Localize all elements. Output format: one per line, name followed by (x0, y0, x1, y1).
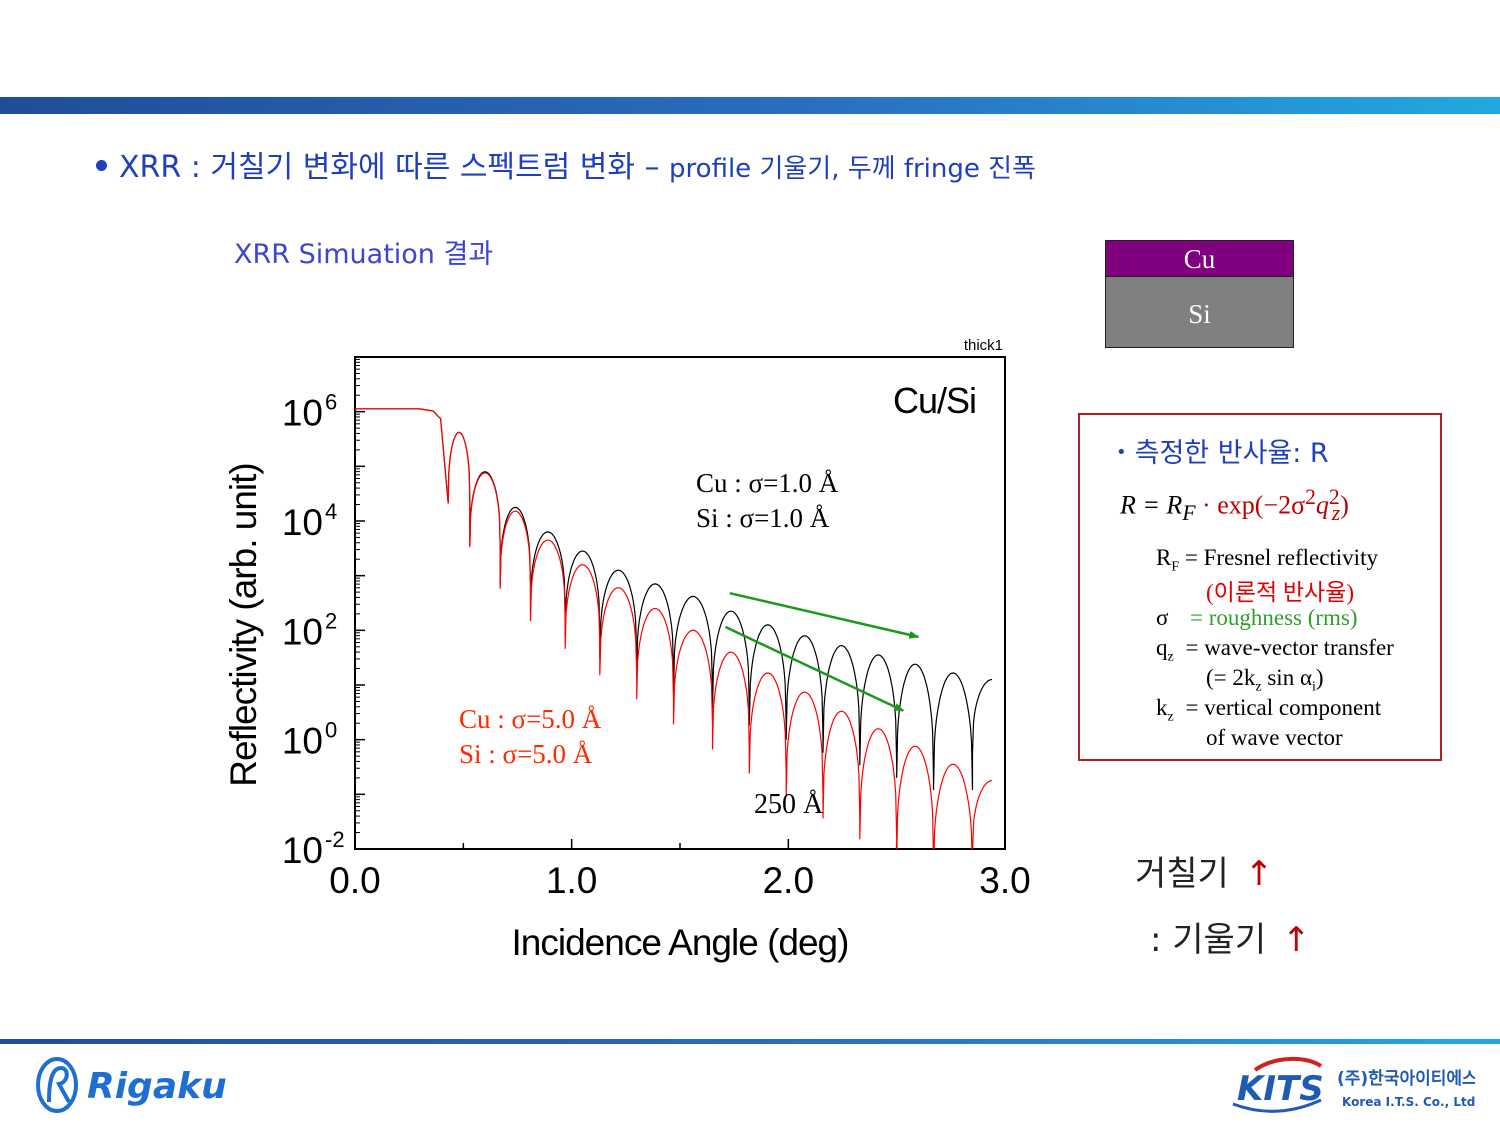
eq-q-sub: z (1331, 500, 1341, 525)
kz-note: of wave vector (1206, 725, 1343, 750)
qz-text: = wave-vector transfer (1179, 635, 1394, 660)
rf-definition: RF = Fresnel reflectivity (1156, 545, 1378, 576)
eq-lhs-sub: F (1182, 500, 1196, 525)
sigma-symbol: σ (1156, 605, 1169, 630)
series-2-label-line1: Cu : σ=5.0 Å (459, 704, 602, 734)
headline-tail: profile 기울기, 두께 fringe 진폭 (669, 154, 1036, 184)
si-layer: Si (1105, 276, 1294, 348)
rigaku-logo: Rigaku (36, 1057, 227, 1113)
x-tick-label: 0.0 (329, 860, 380, 901)
plot-frame (354, 356, 1006, 850)
kits-korean-name: (주)한국아이티에스 (1337, 1069, 1475, 1089)
formula-box: • 측정한 반사율: R R = RF · exp(−2σ2q2z) RF = F… (1078, 413, 1442, 761)
eq-lhs: R = R (1120, 490, 1183, 520)
formula-title-text: 측정한 반사율: R (1134, 438, 1329, 469)
y-tick-exponent: 0 (325, 718, 337, 743)
qz-symbol: q (1156, 635, 1168, 660)
qz-note-end: ) (1315, 665, 1324, 690)
y-tick-exponent: 4 (325, 499, 337, 524)
x-tick-label: 3.0 (979, 860, 1030, 901)
reflectivity-equation: R = RF · exp(−2σ2q2z) (1120, 485, 1349, 526)
series-2-line (355, 408, 992, 849)
kz-definition: kz = vertical component (1156, 695, 1381, 726)
qz-sub: z (1167, 649, 1174, 665)
rf-text: = Fresnel reflectivity (1179, 545, 1378, 570)
slope-trend: : 기울기 ↑ (1150, 912, 1311, 961)
qz-note-pre: (= 2k (1206, 665, 1256, 690)
series-1-label-line2: Si : σ=1.0 Å (696, 503, 830, 533)
series-2-label-line2: Si : σ=5.0 Å (459, 739, 593, 769)
kits-mark: KITS (1237, 1069, 1324, 1109)
eq-q-sup: 2 (1328, 485, 1340, 509)
trend-arrows (724, 591, 920, 712)
chart-title: thick1 (964, 337, 1003, 354)
slide-headline: XRR : 거칠기 변화에 따른 스펙트럼 변화 – profile 기울기, … (96, 142, 1036, 186)
kz-symbol: k (1156, 695, 1168, 720)
kits-logo: KITS (주)한국아이티에스 Korea I.T.S. Co., Ltd. (1232, 1056, 1475, 1113)
cu-layer: Cu (1105, 240, 1294, 277)
series-1-label-line1: Cu : σ=1.0 Å (696, 468, 839, 498)
series-layer (355, 408, 993, 849)
rigaku-logo-text: Rigaku (87, 1066, 227, 1107)
x-tick-label: 1.0 (546, 860, 597, 901)
rf-symbol: R (1156, 545, 1172, 570)
headline-main: XRR : 거칠기 변화에 따른 스펙트럼 변화 – (119, 150, 670, 185)
rf-note: (이론적 반사율) (1206, 580, 1355, 605)
slope-label: : 기울기 (1150, 920, 1267, 960)
x-axis-title: Incidence Angle (deg) (512, 922, 849, 963)
eq-q: q (1315, 490, 1329, 520)
sigma-text: = roughness (rms) (1190, 605, 1358, 630)
rf-sub: F (1171, 559, 1180, 575)
y-tick-exponent: 2 (325, 608, 337, 633)
y-tick-exponent: -2 (325, 827, 345, 852)
y-tick-label: 10 (282, 393, 323, 434)
simulation-subtitle: XRR Simuation 결과 (234, 239, 494, 270)
eq-rhs-sup: 2 (1305, 485, 1316, 509)
bottom-accent-bar (0, 1039, 1500, 1044)
thickness-label: 250 Å (754, 789, 824, 820)
eq-rhs: · exp(−2σ (1195, 490, 1306, 520)
series-1-line (355, 408, 993, 791)
up-arrow-icon: ↑ (1244, 854, 1274, 894)
sample-label: Cu/Si (893, 380, 976, 421)
qz-note-mid: sin α (1261, 665, 1313, 690)
bullet-icon (96, 160, 107, 171)
formula-bullet-icon: • (1116, 442, 1127, 463)
roughness-trend: 거칠기 ↑ (1135, 846, 1273, 895)
y-tick-label: 10 (282, 830, 323, 871)
y-tick-label: 10 (282, 611, 323, 652)
y-tick-label: 10 (282, 721, 323, 762)
trend-arrow-1 (729, 591, 920, 639)
kz-sub: z (1167, 709, 1174, 725)
kits-english-name: Korea I.T.S. Co., Ltd. (1342, 1095, 1475, 1109)
eq-end: ) (1340, 490, 1349, 520)
up-arrow-icon: ↑ (1282, 920, 1311, 960)
formula-title: • 측정한 반사율: R (1116, 431, 1329, 470)
x-tick-label: 2.0 (763, 860, 814, 901)
qz-note-sub2: i (1312, 679, 1316, 695)
sigma-definition: σ = roughness (rms) (1156, 605, 1358, 631)
axis-ticks (354, 356, 1006, 850)
trend-arrow-2 (724, 625, 905, 712)
qz-note: (= 2kz sin αi) (1206, 665, 1324, 696)
y-axis-title: Reflectivity (arb. unit) (223, 463, 264, 787)
qz-note-sub: z (1255, 679, 1262, 695)
y-tick-exponent: 6 (325, 390, 337, 415)
top-accent-bar (0, 97, 1500, 114)
roughness-label: 거칠기 (1135, 854, 1229, 894)
y-tick-label: 10 (282, 502, 323, 543)
qz-definition: qz = wave-vector transfer (1156, 635, 1394, 666)
kz-text: = vertical component (1179, 695, 1382, 720)
